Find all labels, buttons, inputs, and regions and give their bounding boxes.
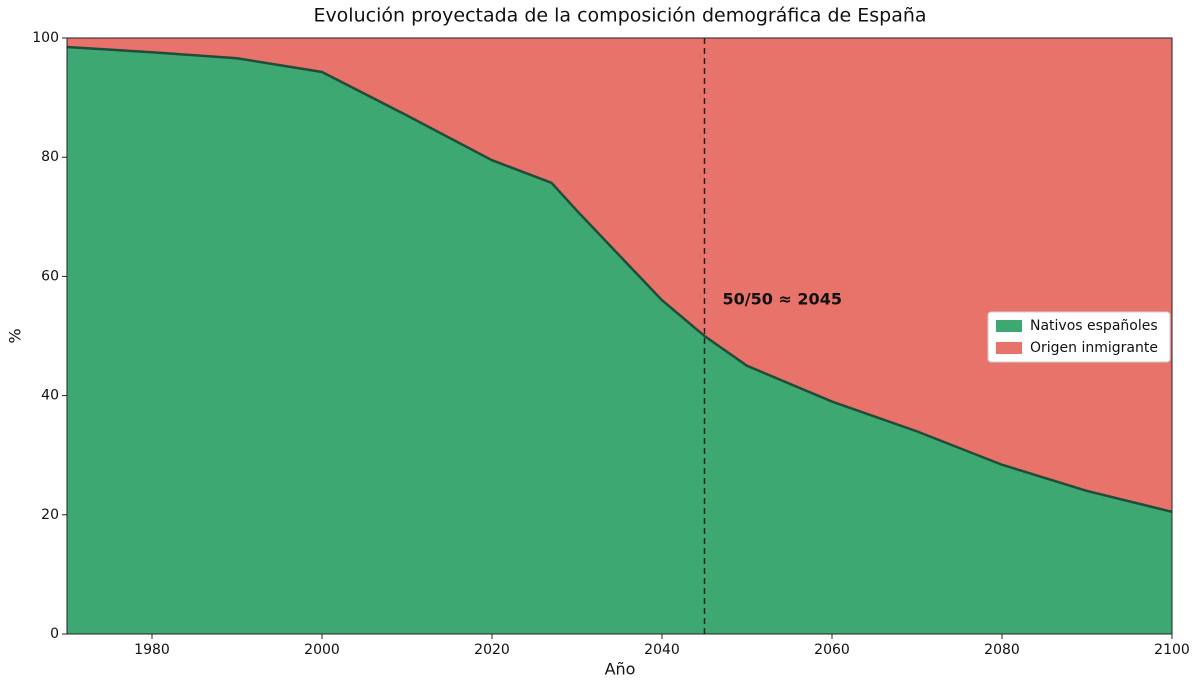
chart-title: Evolución proyectada de la composición d… bbox=[313, 5, 926, 27]
x-tick-label: 2060 bbox=[814, 642, 850, 658]
x-tick-label: 2000 bbox=[304, 642, 340, 658]
y-tick-label: 0 bbox=[50, 626, 59, 642]
plot-frame bbox=[66, 37, 1173, 635]
area bbox=[67, 46, 1172, 634]
y-tick-label: 40 bbox=[41, 388, 59, 404]
y-tick-label: 20 bbox=[41, 507, 59, 523]
x-tick-label: 2020 bbox=[474, 642, 510, 658]
legend: Nativos españoles Origen inmigrante bbox=[987, 311, 1171, 363]
y-tick-label: 60 bbox=[41, 268, 59, 284]
x-axis-label: Año bbox=[605, 660, 636, 679]
legend-swatch bbox=[996, 342, 1022, 354]
y-tick-label: 80 bbox=[41, 149, 59, 165]
y-tick-label: 100 bbox=[32, 30, 59, 46]
annotation: 50/50 ≈ 2045 bbox=[723, 290, 842, 309]
legend-label: Nativos españoles bbox=[1030, 318, 1158, 334]
boundary-line bbox=[66, 45, 1173, 514]
legend-swatch bbox=[996, 320, 1022, 332]
x-tick-label: 2040 bbox=[644, 642, 680, 658]
legend-label: Origen inmigrante bbox=[1030, 340, 1158, 356]
x-tick-label: 2100 bbox=[1154, 642, 1190, 658]
area bbox=[67, 38, 1172, 512]
y-axis-label: % bbox=[6, 328, 25, 343]
x-tick-label: 2080 bbox=[984, 642, 1020, 658]
legend-box bbox=[987, 311, 1171, 363]
x-tick-label: 1980 bbox=[134, 642, 170, 658]
